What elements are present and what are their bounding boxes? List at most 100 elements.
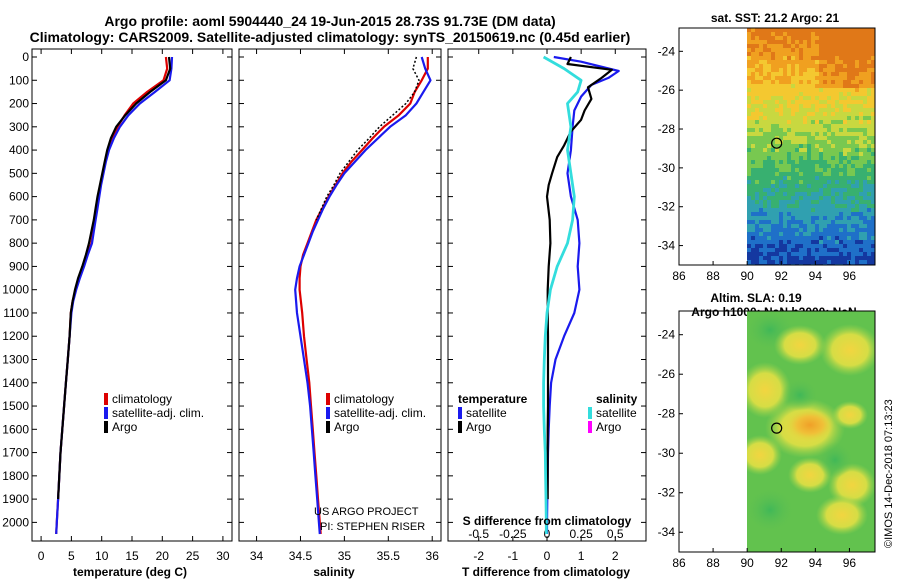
- sst-cell: [795, 32, 799, 36]
- sst-cell: [803, 28, 807, 32]
- sst-cell: [839, 180, 843, 184]
- sst-cell: [867, 172, 871, 176]
- sst-cell: [815, 204, 819, 208]
- sst-cell: [799, 232, 803, 236]
- sst-cell: [819, 48, 823, 52]
- sst-cell: [775, 188, 779, 192]
- sst-cell: [843, 56, 847, 60]
- sst-cell: [815, 68, 819, 72]
- sst-cell: [815, 252, 819, 256]
- sst-cell: [783, 188, 787, 192]
- sst-cell: [787, 144, 791, 148]
- sst-cell: [759, 160, 763, 164]
- sst-cell: [771, 248, 775, 252]
- sst-cell: [835, 120, 839, 124]
- sst-cell: [799, 148, 803, 152]
- sla-blob: [747, 362, 791, 418]
- sst-cell: [755, 192, 759, 196]
- sst-cell: [783, 80, 787, 84]
- sst-cell: [859, 252, 863, 256]
- sst-cell: [783, 248, 787, 252]
- sst-cell: [867, 44, 871, 48]
- sst-cell: [751, 104, 755, 108]
- sst-cell: [819, 260, 823, 264]
- sst-cell: [835, 160, 839, 164]
- sst-cell: [763, 180, 767, 184]
- sst-cell: [771, 164, 775, 168]
- sst-cell: [791, 160, 795, 164]
- sst-cell: [771, 244, 775, 248]
- sst-cell: [811, 196, 815, 200]
- sst-cell: [843, 228, 847, 232]
- sst-cell: [791, 140, 795, 144]
- sst-cell: [823, 148, 827, 152]
- sst-cell: [839, 148, 843, 152]
- sst-cell: [863, 188, 867, 192]
- sst-cell: [855, 60, 859, 64]
- sst-cell: [767, 108, 771, 112]
- top-tick-label: 0.5: [607, 527, 624, 541]
- sst-cell: [831, 240, 835, 244]
- sst-cell: [831, 104, 835, 108]
- sst-cell: [791, 28, 795, 32]
- sst-cell: [839, 44, 843, 48]
- sst-cell: [803, 184, 807, 188]
- sst-cell: [851, 244, 855, 248]
- sst-cell: [791, 184, 795, 188]
- sst-cell: [835, 44, 839, 48]
- sst-cell: [823, 232, 827, 236]
- sst-cell: [779, 224, 783, 228]
- sst-cell: [775, 32, 779, 36]
- sst-cell: [863, 192, 867, 196]
- sst-cell: [751, 96, 755, 100]
- sst-cell: [795, 132, 799, 136]
- sst-cell: [779, 56, 783, 60]
- sst-cell: [851, 196, 855, 200]
- sst-cell: [807, 216, 811, 220]
- sst-cell: [759, 220, 763, 224]
- sst-cell: [827, 132, 831, 136]
- series-t-argo: [545, 56, 613, 500]
- sst-cell: [787, 68, 791, 72]
- sst-cell: [751, 244, 755, 248]
- legend-salinity-title: salinity: [596, 392, 638, 406]
- map-frame: [678, 27, 876, 266]
- sst-cell: [791, 192, 795, 196]
- sst-cell: [811, 244, 815, 248]
- sst-cell: [747, 244, 751, 248]
- sst-cell: [831, 96, 835, 100]
- sst-cell: [827, 172, 831, 176]
- sst-cell: [779, 52, 783, 56]
- sst-cell: [747, 36, 751, 40]
- sst-cell: [755, 216, 759, 220]
- sst-cell: [811, 140, 815, 144]
- sst-cell: [747, 96, 751, 100]
- sst-cell: [771, 40, 775, 44]
- sst-cell: [855, 152, 859, 156]
- sst-cell: [871, 212, 875, 216]
- sst-cell: [851, 240, 855, 244]
- sst-cell: [767, 36, 771, 40]
- sst-cell: [763, 116, 767, 120]
- sst-cell: [779, 28, 783, 32]
- sst-cell: [847, 116, 851, 120]
- sst-cell: [767, 256, 771, 260]
- sst-cell: [815, 248, 819, 252]
- sst-cell: [795, 252, 799, 256]
- sst-cell: [871, 64, 875, 68]
- sst-cell: [843, 216, 847, 220]
- sst-cell: [747, 156, 751, 160]
- sst-cell: [783, 104, 787, 108]
- sst-cell: [843, 112, 847, 116]
- sst-cell: [783, 256, 787, 260]
- sst-cell: [855, 132, 859, 136]
- sst-cell: [811, 156, 815, 160]
- sst-cell: [787, 256, 791, 260]
- sst-cell: [819, 164, 823, 168]
- sst-cell: [803, 224, 807, 228]
- series-satellite-adj-clim-: [294, 56, 432, 535]
- sst-cell: [771, 176, 775, 180]
- sst-cell: [763, 140, 767, 144]
- sst-cell: [799, 200, 803, 204]
- sst-cell: [871, 40, 875, 44]
